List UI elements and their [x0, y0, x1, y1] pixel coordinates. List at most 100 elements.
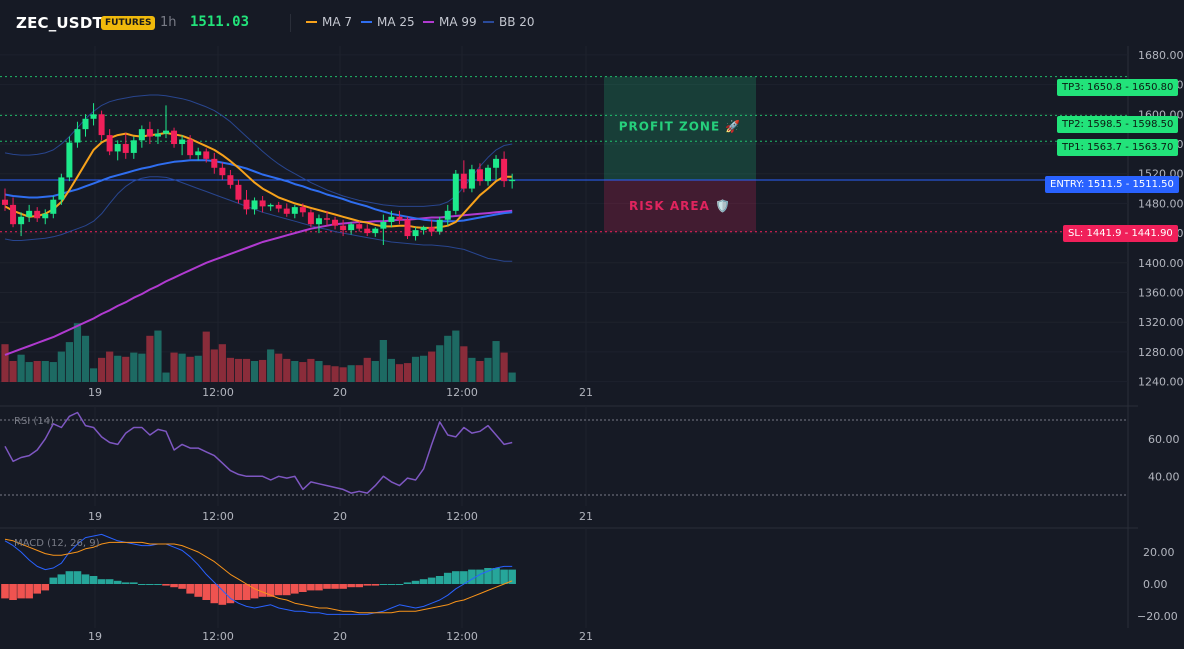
ma25-line	[4, 159, 513, 223]
volume-bar	[9, 361, 17, 382]
price-tick-label: 1680.00	[1138, 49, 1184, 62]
legend-ma7[interactable]: MA 7	[306, 15, 352, 29]
volume-bar	[347, 365, 355, 382]
macd-line	[4, 533, 513, 615]
volume-bar	[81, 335, 90, 382]
sl-price: 1441.90	[1131, 228, 1173, 239]
candle-body	[501, 158, 508, 182]
candle-body	[114, 144, 121, 152]
candle-body	[388, 216, 395, 222]
macd-histogram-bar	[299, 584, 307, 592]
volume-bar	[1, 344, 9, 382]
candle-body	[235, 184, 242, 200]
bb-swatch	[483, 21, 494, 23]
macd-histogram-bar	[33, 584, 41, 594]
symbol-name[interactable]: ZEC_USDT	[16, 14, 103, 32]
ma7-line	[4, 131, 513, 229]
volume-bar	[339, 367, 347, 382]
entry-label: ENTRY: 1511.5	[1050, 179, 1123, 190]
candle-body	[380, 221, 387, 229]
legend-ma25-label: MA 25	[377, 15, 415, 29]
candle-body	[122, 144, 129, 153]
time-tick-label: 19	[88, 630, 102, 643]
volume-bar	[234, 358, 243, 382]
volume-bar	[476, 361, 484, 382]
macd-histogram-bar	[323, 584, 331, 589]
macd-histogram-bar	[97, 579, 106, 584]
candle-body	[364, 228, 371, 234]
price-tick-label: 1360.00	[1138, 287, 1184, 300]
macd-histogram-bar	[339, 584, 347, 589]
volume-bar	[218, 344, 226, 382]
tp1-price: 1563.70	[1132, 142, 1174, 153]
legend-ma99[interactable]: MA 99	[423, 15, 477, 29]
macd-histogram-bar	[146, 584, 154, 585]
candle-body	[460, 173, 467, 189]
macd-histogram-bar	[468, 569, 476, 584]
volume-bar	[178, 353, 186, 382]
macd-histogram-bar	[89, 576, 98, 584]
risk-zone	[604, 180, 756, 232]
macd-histogram-bar	[291, 584, 299, 594]
macd-tick-label: −20.00	[1137, 610, 1178, 623]
candle-body	[485, 167, 491, 182]
legend-bb20[interactable]: BB 20	[483, 15, 535, 29]
header-divider	[290, 14, 291, 32]
time-tick-label: 21	[579, 510, 593, 523]
entry-tag: ENTRY: 1511.5 - 1511.50	[1045, 176, 1179, 193]
volume-bar	[259, 359, 267, 382]
macd-histogram-bar	[508, 569, 516, 584]
volume-bar	[484, 357, 492, 382]
candle-body	[468, 169, 475, 189]
macd-histogram-bar	[41, 584, 50, 591]
volume-bar	[41, 361, 49, 382]
candle-body	[74, 129, 81, 143]
tp3-tag: TP3: 1650.8 - 1650.80	[1057, 79, 1179, 96]
macd-label: MACD (12, 26, 9)	[14, 538, 100, 549]
candle-body	[259, 200, 266, 207]
ma25-swatch	[361, 21, 372, 23]
macd-histogram-bar	[347, 584, 355, 588]
time-tick-label: 21	[579, 630, 593, 643]
macd-histogram-bar	[411, 580, 420, 584]
volume-bar	[492, 341, 500, 382]
macd-histogram-bar	[250, 584, 259, 599]
volume-bar	[170, 352, 178, 382]
candle-body	[211, 158, 218, 168]
macd-histogram-bar	[419, 579, 428, 584]
legend-ma25[interactable]: MA 25	[361, 15, 415, 29]
interval-label[interactable]: 1h	[160, 15, 177, 30]
volume-bar	[371, 361, 379, 382]
macd-histogram-bar	[226, 584, 235, 604]
macd-histogram-bar	[315, 584, 323, 591]
futures-badge: FUTURES	[101, 16, 156, 30]
macd-histogram-bar	[379, 584, 388, 585]
candle-body	[18, 216, 25, 225]
macd-histogram-bar	[25, 584, 33, 599]
ma99-swatch	[423, 21, 434, 23]
candle-body	[154, 133, 161, 137]
candle-body	[324, 218, 330, 220]
tp3-label: TP3: 1650.8	[1062, 82, 1123, 93]
volume-bar	[452, 330, 460, 382]
macd-histogram-bar	[154, 584, 162, 585]
candle-body	[404, 219, 411, 237]
candle-body	[130, 140, 137, 153]
macd-histogram-bar	[460, 571, 468, 584]
macd-histogram-bar	[81, 574, 90, 584]
volume-bar	[307, 358, 315, 382]
volume-bar	[468, 357, 476, 382]
macd-histogram-bar	[178, 584, 186, 589]
volume-bar	[436, 345, 444, 382]
candle-body	[356, 224, 363, 229]
macd-histogram-bar	[105, 579, 114, 584]
candle-body	[34, 210, 41, 219]
candle-body	[179, 139, 186, 145]
macd-histogram-bar	[282, 584, 291, 596]
time-tick-label: 12:00	[202, 386, 234, 399]
tp2-label: TP2: 1598.5	[1062, 119, 1123, 130]
volume-bar	[428, 351, 436, 382]
macd-histogram-bar	[403, 582, 412, 584]
macd-histogram-bar	[258, 584, 267, 597]
